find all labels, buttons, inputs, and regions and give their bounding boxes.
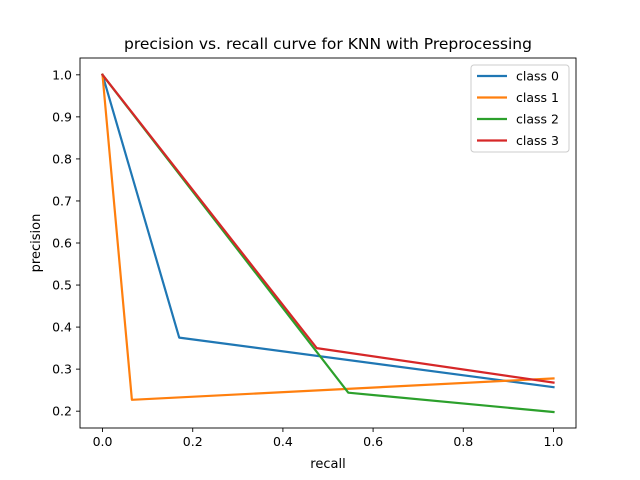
y-tick-label: 1.0 — [52, 67, 72, 82]
legend-label-class-0: class 0 — [516, 69, 559, 84]
y-tick-label: 0.4 — [52, 320, 72, 335]
x-axis-label: recall — [310, 457, 345, 472]
y-axis: 0.2 0.3 0.4 0.5 0.6 0.7 0.8 0.9 1.0 — [52, 67, 80, 419]
series-line-class-1 — [101, 73, 555, 401]
x-tick-label: 0.8 — [453, 434, 473, 449]
y-tick-label: 0.3 — [52, 362, 72, 377]
legend-label-class-2: class 2 — [516, 112, 559, 127]
legend-label-class-1: class 1 — [516, 90, 559, 105]
series-layer — [100, 73, 555, 414]
chart-title: precision vs. recall curve for KNN with … — [124, 35, 532, 53]
y-tick-label: 0.6 — [52, 236, 72, 251]
series-line-class-0 — [101, 73, 555, 389]
y-tick-label: 0.8 — [52, 151, 72, 166]
y-tick-label: 0.5 — [52, 278, 72, 293]
legend-box — [470, 64, 570, 153]
y-tick-label: 0.7 — [52, 193, 72, 208]
legend-label-class-3: class 3 — [516, 133, 559, 148]
plot-area — [79, 57, 577, 429]
y-tick-label: 0.2 — [52, 404, 72, 419]
legend: class 0 class 1 class 2 class 3 — [470, 64, 570, 153]
x-tick-label: 0.2 — [183, 434, 203, 449]
series-line-class-3 — [100, 73, 555, 384]
x-tick-label: 1.0 — [544, 434, 564, 449]
x-axis: 0.0 0.2 0.4 0.6 0.8 1.0 — [93, 428, 564, 449]
x-tick-label: 0.0 — [93, 434, 113, 449]
x-tick-label: 0.4 — [273, 434, 293, 449]
y-tick-label: 0.9 — [52, 109, 72, 124]
x-tick-label: 0.6 — [363, 434, 383, 449]
y-axis-label: precision — [29, 214, 44, 273]
